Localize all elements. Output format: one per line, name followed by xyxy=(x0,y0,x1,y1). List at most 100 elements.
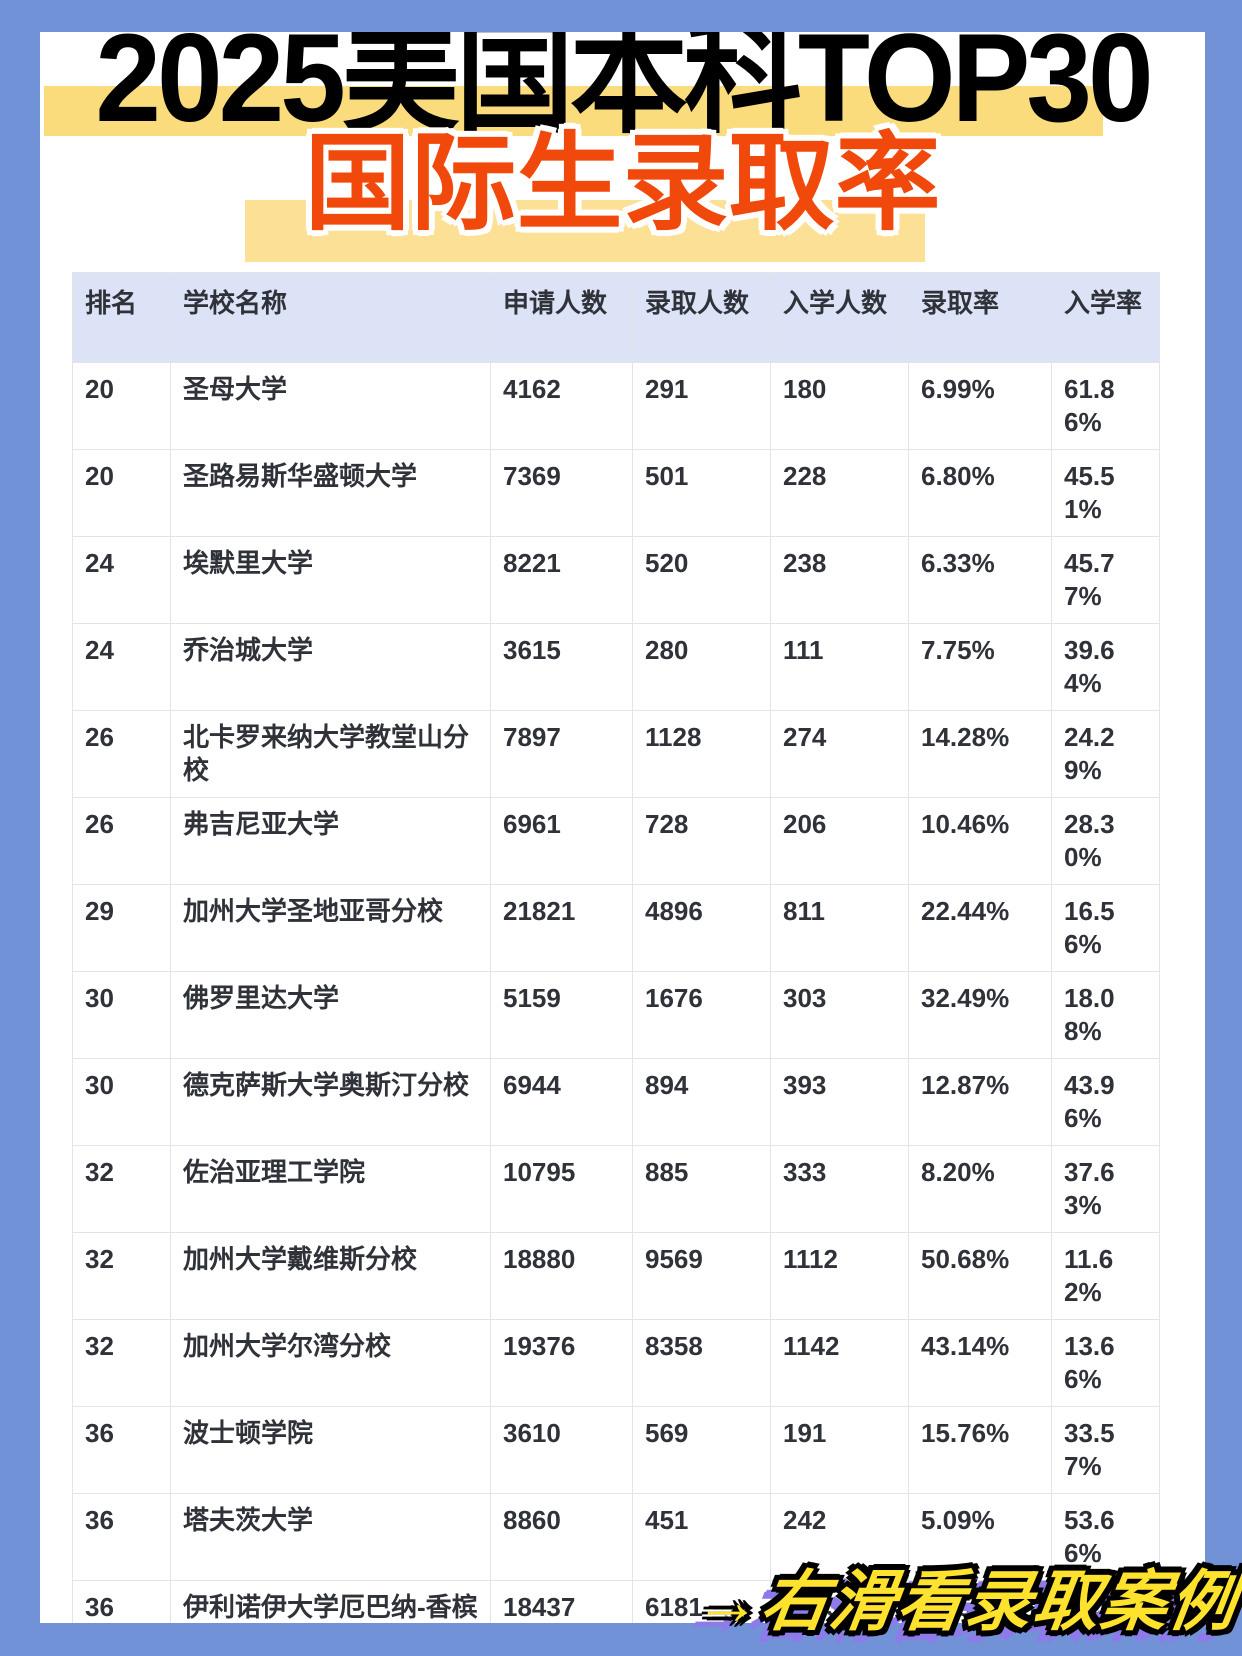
school-name-cell: 塔夫茨大学 xyxy=(170,1493,491,1581)
table-row: 26 北卡罗来纳大学教堂山分校 7897 1128 274 14.28% 24.29% xyxy=(72,710,1160,798)
school-name-cell: 弗吉尼亚大学 xyxy=(170,797,491,885)
admitted-cell: 894 xyxy=(632,1058,771,1146)
admitted-cell: 451 xyxy=(632,1493,771,1581)
applicants-cell: 3615 xyxy=(490,623,633,711)
enrolled-cell: 303 xyxy=(770,971,909,1059)
rank-cell: 24 xyxy=(72,623,171,711)
applicants-cell: 5159 xyxy=(490,971,633,1059)
admit-rate-cell: 43.14% xyxy=(908,1319,1052,1407)
table-row: 20 圣路易斯华盛顿大学 7369 501 228 6.80% 45.51% xyxy=(72,449,1160,537)
swipe-right-cta[interactable]: →右滑看录取案例 xyxy=(691,1562,1242,1640)
rank-cell: 26 xyxy=(72,797,171,885)
admit-rate-cell: 33.52% xyxy=(908,1580,1052,1623)
school-name-cell: 乔治城大学 xyxy=(170,623,491,711)
admit-rate-cell: 15.76% xyxy=(908,1406,1052,1494)
yield-rate-cell: 24.29% xyxy=(1051,710,1160,798)
school-name-cell: 埃默里大学 xyxy=(170,536,491,624)
admit-rate-cell: 6.80% xyxy=(908,449,1052,537)
school-name-cell: 加州大学尔湾分校 xyxy=(170,1319,491,1407)
school-name-cell: 北卡罗来纳大学教堂山分校 xyxy=(170,710,491,798)
admit-rate-cell: 14.28% xyxy=(908,710,1052,798)
table-row: 24 乔治城大学 3615 280 111 7.75% 39.64% xyxy=(72,623,1160,711)
applicants-cell: 7369 xyxy=(490,449,633,537)
applicants-cell: 21821 xyxy=(490,884,633,972)
admit-rate-cell: 32.49% xyxy=(908,971,1052,1059)
table-row: 36 塔夫茨大学 8860 451 242 5.09% 53.66% xyxy=(72,1493,1160,1581)
table-row: 32 佐治亚理工学院 10795 885 333 8.20% 37.63% xyxy=(72,1145,1160,1233)
applicants-cell: 8860 xyxy=(490,1493,633,1581)
column-header: 申请人数 xyxy=(490,272,633,363)
admission-rate-table: 排名 学校名称 申请人数 录取人数 入学人数 录取率 入学率 20 圣母大学 4162 291 18… xyxy=(72,272,1160,1623)
enrolled-cell: 180 xyxy=(770,362,909,450)
admit-rate-cell: 6.99% xyxy=(908,362,1052,450)
applicants-cell: 10795 xyxy=(490,1145,633,1233)
rank-cell: 20 xyxy=(72,362,171,450)
enrolled-cell: 191 xyxy=(770,1406,909,1494)
enrolled-cell: 393 xyxy=(770,1058,909,1146)
column-header: 入学率 xyxy=(1051,272,1160,363)
enrolled-cell: 274 xyxy=(770,710,909,798)
enrolled-cell: 111 xyxy=(770,623,909,711)
applicants-cell: 6944 xyxy=(490,1058,633,1146)
school-name-cell: 德克萨斯大学奥斯汀分校 xyxy=(170,1058,491,1146)
yield-rate-cell: 37.63% xyxy=(1051,1145,1160,1233)
table-row: 32 加州大学尔湾分校 19376 8358 1142 43.14% 13.66% xyxy=(72,1319,1160,1407)
applicants-cell: 8221 xyxy=(490,536,633,624)
rank-cell: 30 xyxy=(72,1058,171,1146)
yield-rate-cell: 13.66% xyxy=(1051,1319,1160,1407)
admitted-cell: 4896 xyxy=(632,884,771,972)
column-header: 入学人数 xyxy=(770,272,909,363)
school-name-cell: 伊利诺伊大学厄巴纳-香槟分校 xyxy=(170,1580,491,1623)
admitted-cell: 280 xyxy=(632,623,771,711)
admitted-cell: 291 xyxy=(632,362,771,450)
applicants-cell: 6961 xyxy=(490,797,633,885)
enrolled-cell: 1142 xyxy=(770,1319,909,1407)
admitted-cell: 9569 xyxy=(632,1232,771,1320)
enrolled-cell: 811 xyxy=(770,884,909,972)
school-name-cell: 佐治亚理工学院 xyxy=(170,1145,491,1233)
rank-cell: 30 xyxy=(72,971,171,1059)
table-row: 24 埃默里大学 8221 520 238 6.33% 45.77% xyxy=(72,536,1160,624)
yield-rate-cell: 39.64% xyxy=(1051,623,1160,711)
admit-rate-cell: 6.33% xyxy=(908,536,1052,624)
admit-rate-cell: 22.44% xyxy=(908,884,1052,972)
rank-cell: 26 xyxy=(72,710,171,798)
school-name-cell: 加州大学戴维斯分校 xyxy=(170,1232,491,1320)
yield-rate-cell: 53.66% xyxy=(1051,1493,1160,1581)
school-name-cell: 佛罗里达大学 xyxy=(170,971,491,1059)
admitted-cell: 1128 xyxy=(632,710,771,798)
content-card: 2025美国本科TOP30 国际生录取率 排名 学校名称 申请人数 录取人数 入学人数录… xyxy=(40,32,1205,1623)
applicants-cell: 18880 xyxy=(490,1232,633,1320)
admitted-cell: 728 xyxy=(632,797,771,885)
table-row: 20 圣母大学 4162 291 180 6.99% 61.86% xyxy=(72,362,1160,450)
column-header: 录取人数 xyxy=(632,272,771,363)
column-header: 排名 xyxy=(72,272,171,363)
rank-cell: 32 xyxy=(72,1232,171,1320)
table-row: 36伊利诺伊大学厄巴纳-香槟分校184376181123333.52%19.95… xyxy=(72,1580,1160,1623)
rank-cell: 24 xyxy=(72,536,171,624)
rank-cell: 36 xyxy=(72,1493,171,1581)
yield-rate-cell: 11.62% xyxy=(1051,1232,1160,1320)
page-subtitle: 国际生录取率 xyxy=(304,125,941,243)
admitted-cell: 885 xyxy=(632,1145,771,1233)
yield-rate-cell: 43.96% xyxy=(1051,1058,1160,1146)
table-body: 20 圣母大学 4162 291 180 6.99% 61.86% 20 圣路易斯华盛顿大学 73… xyxy=(72,362,1160,1623)
admitted-cell: 520 xyxy=(632,536,771,624)
applicants-cell: 4162 xyxy=(490,362,633,450)
enrolled-cell: 228 xyxy=(770,449,909,537)
yield-rate-cell: 33.57% xyxy=(1051,1406,1160,1494)
enrolled-cell: 1112 xyxy=(770,1232,909,1320)
yield-rate-cell: 61.86% xyxy=(1051,362,1160,450)
rank-cell: 36 xyxy=(72,1580,171,1623)
rank-cell: 29 xyxy=(72,884,171,972)
school-name-cell: 圣路易斯华盛顿大学 xyxy=(170,449,491,537)
admit-rate-cell: 7.75% xyxy=(908,623,1052,711)
admit-rate-cell: 10.46% xyxy=(908,797,1052,885)
yield-rate-cell: 28.30% xyxy=(1051,797,1160,885)
admit-rate-cell: 12.87% xyxy=(908,1058,1052,1146)
school-name-cell: 圣母大学 xyxy=(170,362,491,450)
table-row: 26 弗吉尼亚大学 6961 728 206 10.46% 28.30% xyxy=(72,797,1160,885)
yield-rate-cell: 19.95% xyxy=(1051,1580,1160,1623)
admit-rate-cell: 5.09% xyxy=(908,1493,1052,1581)
swipe-cta-label: 右滑看录取案例 xyxy=(756,1564,1242,1638)
